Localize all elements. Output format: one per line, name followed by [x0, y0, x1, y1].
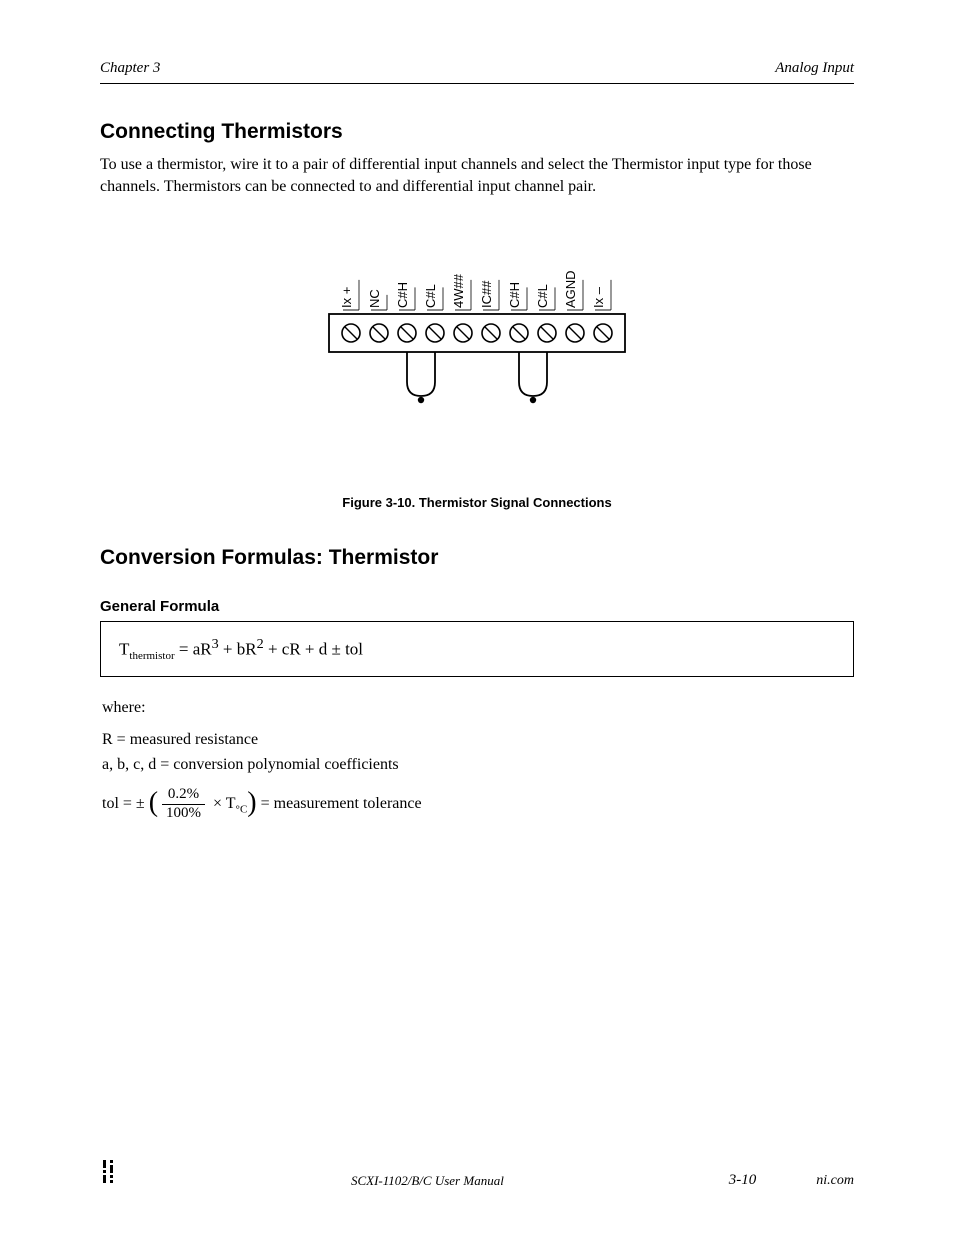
connector-label: 4W##	[451, 273, 466, 308]
formula-sup-b: 2	[257, 636, 264, 652]
page-header: Chapter 3 Analog Input	[100, 60, 854, 84]
connector-label: AGND	[563, 271, 578, 309]
section-body-thermistors: To use a thermistor, wire it to a pair o…	[100, 154, 854, 197]
footer-link: ni.com	[816, 1173, 854, 1189]
formula-rhs-b: + bR	[219, 640, 257, 659]
where-row-1: a, b, c, d = conversion polynomial coeff…	[102, 752, 854, 778]
page: Chapter 3 Analog Input Connecting Thermi…	[0, 0, 954, 1235]
connector-label: C#L	[535, 284, 550, 308]
where-eq-1: = conversion polynomial coefficients	[156, 756, 398, 773]
header-title: Analog Input	[775, 60, 854, 77]
connector-label: C#L	[423, 284, 438, 308]
formula-box: Tthermistor = aR3 + bR2 + cR + d ± tol	[100, 621, 854, 677]
fraction-num: 0.2%	[162, 787, 205, 805]
connector-label: C#H	[507, 282, 522, 308]
formula-sup-a: 3	[212, 636, 219, 652]
formula-rhs-a: = aR	[175, 640, 212, 659]
paren-sub: °C	[236, 803, 248, 815]
connector-label: Ix –	[591, 286, 606, 308]
chapter-label: Chapter 3	[100, 60, 160, 77]
connector-label: NC	[367, 289, 382, 308]
open-paren-icon: (	[149, 781, 158, 826]
where-suffix-2: = measurement tolerance	[257, 795, 422, 812]
connector-figure: Ix + NC C#H C#L 4W## IC## C#H C#L AGND Ix –	[100, 223, 854, 443]
footer-right-group: 3-10 ni.com	[729, 1172, 854, 1189]
connector-label: Ix +	[339, 287, 354, 308]
footer-page-number: 3-10	[729, 1172, 757, 1189]
where-row-0: R = measured resistance	[102, 727, 854, 753]
where-block: where: R = measured resistance a, b, c, …	[102, 695, 854, 827]
connector-label: C#H	[395, 282, 410, 308]
footer-manual-title: SCXI-1102/B/C User Manual	[351, 1173, 504, 1189]
figure-caption: Figure 3-10. Thermistor Signal Connectio…	[100, 495, 854, 510]
where-eq-0: = measured resistance	[113, 731, 258, 748]
section-heading-thermistors: Connecting Thermistors	[100, 120, 854, 144]
where-between-2: × T	[209, 795, 236, 812]
fraction: 0.2%100%	[162, 787, 205, 822]
formula-lhs: T	[119, 640, 129, 659]
section-heading-formulas: Conversion Formulas: Thermistor	[100, 546, 854, 570]
close-paren-icon: )	[247, 781, 256, 826]
where-prefix-2: tol	[102, 795, 119, 812]
where-label: where:	[102, 695, 854, 721]
footer-logo	[100, 1158, 126, 1189]
connector-diagram: Ix + NC C#H C#L 4W## IC## C#H C#L AGND Ix –	[317, 223, 637, 443]
where-eq-prefix-2: = ±	[119, 795, 149, 812]
where-row-2: tol = ± (0.2%100% × T°C) = measurement t…	[102, 782, 854, 827]
formula-label: General Formula	[100, 598, 854, 615]
connector-label: IC##	[479, 280, 494, 308]
where-prefix-1: a, b, c, d	[102, 756, 156, 773]
fraction-den: 100%	[162, 805, 205, 822]
formula-rhs-c: + cR + d ± tol	[264, 640, 363, 659]
where-prefix-0: R	[102, 731, 113, 748]
formula-lhs-sub: thermistor	[129, 650, 174, 662]
page-footer: SCXI-1102/B/C User Manual 3-10 ni.com	[100, 1158, 854, 1189]
ni-logo-icon	[100, 1158, 126, 1184]
